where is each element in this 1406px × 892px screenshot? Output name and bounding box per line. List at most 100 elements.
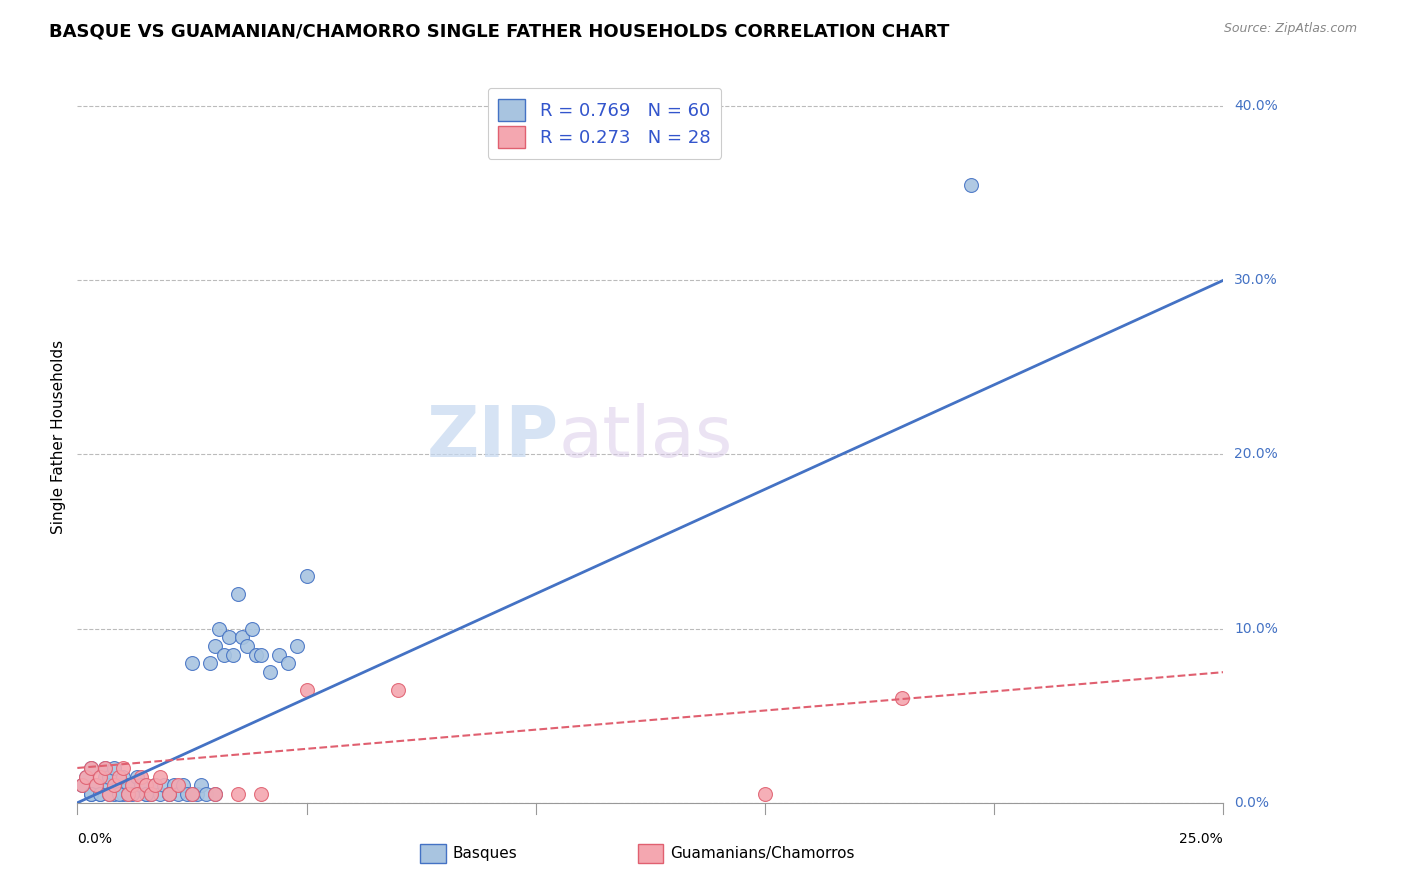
Point xyxy=(226,587,249,601)
Point xyxy=(103,787,125,801)
Point xyxy=(176,787,198,801)
Point xyxy=(80,761,103,775)
Point xyxy=(125,770,148,784)
Point xyxy=(70,778,93,792)
Point xyxy=(76,770,98,784)
Point xyxy=(212,648,235,662)
Point xyxy=(204,787,226,801)
Point xyxy=(259,665,281,680)
Point xyxy=(135,778,157,792)
Point xyxy=(167,787,190,801)
Text: atlas: atlas xyxy=(558,402,733,472)
Point xyxy=(204,639,226,653)
Point xyxy=(295,682,318,697)
Point xyxy=(153,778,176,792)
Point xyxy=(98,770,121,784)
Point xyxy=(80,787,103,801)
Y-axis label: Single Father Households: Single Father Households xyxy=(51,340,66,534)
Point xyxy=(84,778,107,792)
Point xyxy=(121,787,143,801)
Point xyxy=(754,787,776,801)
Point xyxy=(249,648,271,662)
Point xyxy=(139,787,162,801)
Point xyxy=(149,787,172,801)
Point xyxy=(236,639,259,653)
Point xyxy=(98,787,121,801)
Text: 0.0%: 0.0% xyxy=(1234,796,1270,810)
Point xyxy=(208,622,231,636)
Point xyxy=(107,778,129,792)
Point xyxy=(89,787,111,801)
Point xyxy=(167,778,190,792)
Point xyxy=(285,639,308,653)
Point xyxy=(107,770,129,784)
Point xyxy=(89,787,111,801)
Text: BASQUE VS GUAMANIAN/CHAMORRO SINGLE FATHER HOUSEHOLDS CORRELATION CHART: BASQUE VS GUAMANIAN/CHAMORRO SINGLE FATH… xyxy=(49,22,949,40)
Point xyxy=(180,657,204,671)
Point xyxy=(70,778,93,792)
Point xyxy=(149,770,172,784)
Point xyxy=(200,657,222,671)
Point xyxy=(172,778,194,792)
Point xyxy=(180,787,204,801)
Point xyxy=(143,778,166,792)
Legend: R = 0.769   N = 60, R = 0.273   N = 28: R = 0.769 N = 60, R = 0.273 N = 28 xyxy=(488,87,721,159)
Point xyxy=(103,761,125,775)
Point xyxy=(94,761,117,775)
Point xyxy=(80,761,103,775)
Point xyxy=(249,787,271,801)
Point xyxy=(222,648,245,662)
Point xyxy=(139,787,162,801)
Point xyxy=(204,787,226,801)
Point xyxy=(117,778,139,792)
Point xyxy=(112,770,135,784)
Point xyxy=(143,778,166,792)
Point xyxy=(112,787,135,801)
Point xyxy=(960,178,983,192)
Point xyxy=(277,657,299,671)
Point xyxy=(131,778,153,792)
Text: 0.0%: 0.0% xyxy=(77,832,112,846)
Text: ZIP: ZIP xyxy=(426,402,558,472)
Point xyxy=(190,778,212,792)
Point xyxy=(891,691,914,706)
Point xyxy=(107,787,129,801)
Point xyxy=(121,778,143,792)
Point xyxy=(186,787,208,801)
Point xyxy=(295,569,318,583)
Text: Guamanians/Chamorros: Guamanians/Chamorros xyxy=(671,847,855,861)
Point xyxy=(226,787,249,801)
Text: 40.0%: 40.0% xyxy=(1234,99,1278,113)
Point xyxy=(84,778,107,792)
Text: 20.0%: 20.0% xyxy=(1234,448,1278,461)
Point xyxy=(76,770,98,784)
Text: Basques: Basques xyxy=(453,847,517,861)
Text: 30.0%: 30.0% xyxy=(1234,273,1278,287)
Point xyxy=(94,761,117,775)
Point xyxy=(125,787,148,801)
Point xyxy=(94,770,117,784)
Point xyxy=(117,787,139,801)
Point xyxy=(157,787,180,801)
Point xyxy=(218,631,240,645)
Point xyxy=(231,631,253,645)
Point xyxy=(135,787,157,801)
Text: Source: ZipAtlas.com: Source: ZipAtlas.com xyxy=(1223,22,1357,36)
Point xyxy=(117,787,139,801)
Point xyxy=(245,648,267,662)
Point xyxy=(194,787,217,801)
Point xyxy=(98,787,121,801)
Point xyxy=(387,682,409,697)
Point xyxy=(98,778,121,792)
Point xyxy=(112,761,135,775)
Point xyxy=(131,770,153,784)
Point xyxy=(103,778,125,792)
Text: 25.0%: 25.0% xyxy=(1180,832,1223,846)
Text: 10.0%: 10.0% xyxy=(1234,622,1278,636)
Point xyxy=(89,770,111,784)
Point xyxy=(135,787,157,801)
Point xyxy=(157,787,180,801)
Point xyxy=(157,787,180,801)
Point xyxy=(240,622,263,636)
Point xyxy=(80,787,103,801)
